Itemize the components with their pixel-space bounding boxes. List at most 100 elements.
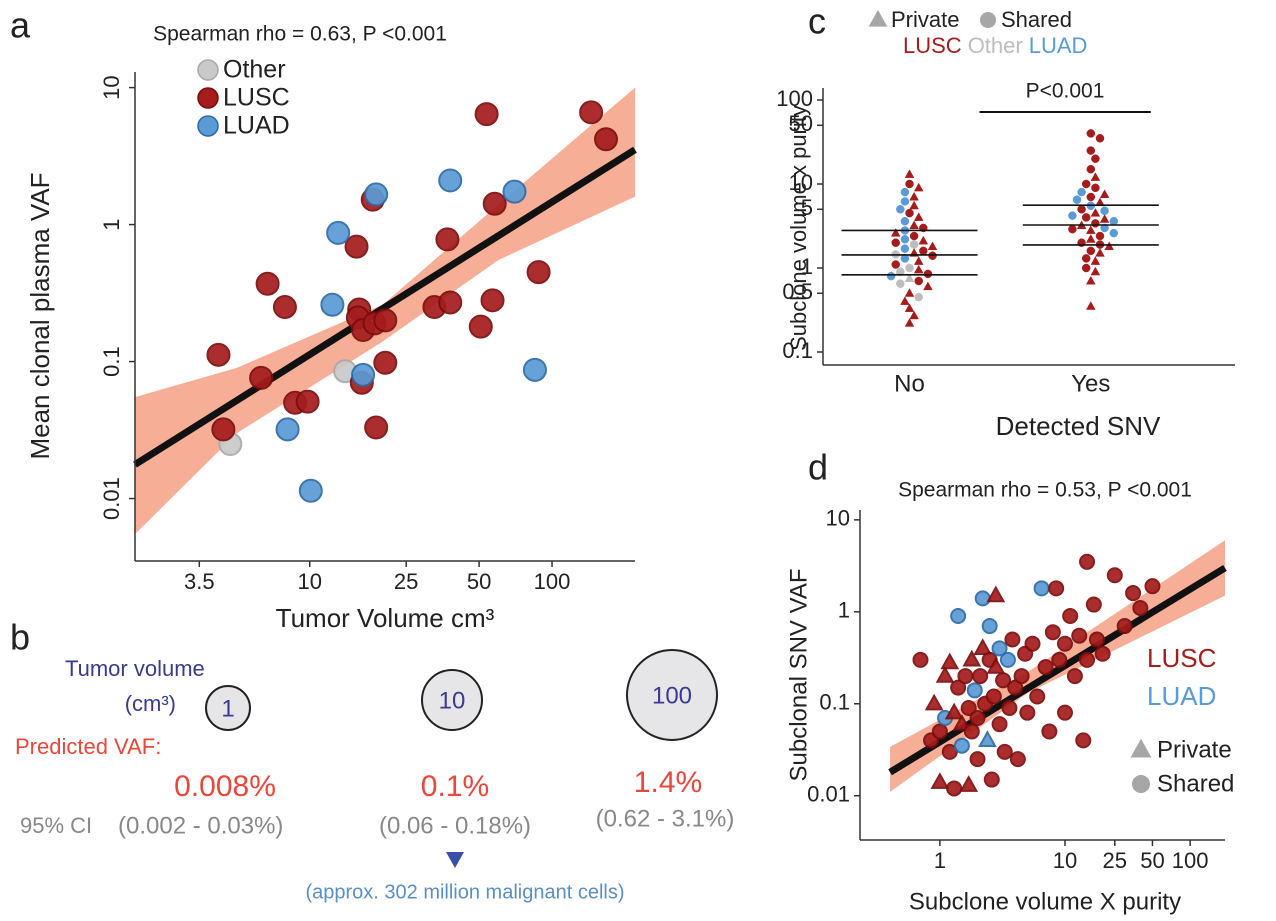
point [1079, 651, 1096, 668]
x-tick-label: 100 [534, 569, 571, 594]
point [1033, 580, 1050, 597]
point [972, 668, 989, 685]
y-tick-label: 0.1 [99, 346, 124, 377]
point [960, 699, 977, 716]
y-tick-label: 0.1 [782, 338, 813, 363]
point-triangle [1104, 241, 1114, 251]
annotation: P<0.001 [1026, 80, 1105, 103]
point [1077, 187, 1086, 197]
point-triangle [935, 665, 955, 683]
predicted-vaf: 0.008% [174, 770, 276, 803]
x-tick-label: No [894, 370, 925, 397]
ci-label: 95% CI [20, 813, 92, 838]
fit-line [133, 146, 637, 468]
volume-unit: (cm³) [125, 691, 176, 716]
point [1091, 219, 1100, 228]
point [1004, 631, 1021, 648]
point [1068, 211, 1077, 220]
point [1081, 179, 1091, 189]
point [1024, 635, 1041, 652]
legend-marker [197, 59, 219, 81]
panel-label: b [10, 617, 30, 658]
point [896, 267, 905, 277]
x-axis-label: Subclone volume X purity [909, 888, 1181, 915]
point [320, 292, 345, 317]
point [468, 314, 493, 339]
point [999, 651, 1016, 668]
point [974, 590, 991, 607]
y-axis-label: Mean clonal plasma VAF [25, 172, 55, 459]
legend-label: Other [223, 56, 286, 84]
point-triangle [890, 228, 901, 237]
ci-range: (0.06 - 0.18%) [379, 812, 531, 839]
point [373, 350, 398, 375]
y-tick-label: 0.01 [99, 477, 124, 520]
point [946, 780, 963, 797]
point-triangle [1099, 214, 1110, 223]
y-tick-label: 10 [789, 170, 813, 195]
point [983, 771, 1000, 788]
panel-label: d [808, 447, 828, 488]
legend-label: LUSC [903, 33, 962, 58]
point [953, 737, 970, 754]
annotation: Spearman rho = 0.63, P <0.001 [153, 23, 447, 46]
point [1041, 723, 1058, 740]
point [1062, 608, 1079, 625]
y-tick-label: 10 [99, 75, 124, 99]
point [502, 179, 527, 204]
point [522, 357, 547, 382]
point [272, 295, 297, 320]
x-tick-label: 50 [467, 569, 491, 594]
y-axis-label: Subclone volume x purity [786, 105, 811, 351]
point [886, 271, 896, 281]
panel-label: a [10, 5, 31, 46]
point [905, 179, 914, 189]
point [909, 231, 919, 241]
color-legend: LUSC Other LUAD [903, 33, 1087, 58]
point-triangle [1090, 266, 1101, 276]
point [1091, 154, 1100, 163]
volume-value: 100 [652, 682, 692, 709]
point [1071, 627, 1088, 644]
point-triangle [978, 730, 997, 747]
point [1075, 732, 1092, 749]
point-triangle [1095, 248, 1105, 257]
legend-label: LUAD [223, 112, 290, 140]
point [1091, 183, 1100, 193]
point [896, 279, 905, 288]
legend-label: Private [891, 7, 959, 32]
point [1072, 195, 1082, 204]
point [526, 260, 551, 285]
point [950, 679, 967, 696]
point [1081, 263, 1091, 273]
point-triangle [913, 256, 924, 265]
point-triangle [1090, 172, 1101, 181]
point-triangle [944, 702, 964, 720]
point [896, 205, 905, 214]
point-triangle [913, 182, 924, 192]
point [912, 651, 929, 668]
ci-range: (0.002 - 0.03%) [118, 812, 283, 839]
point [1125, 585, 1142, 602]
volume-value: 10 [439, 687, 466, 714]
point [593, 127, 618, 152]
point [957, 668, 974, 685]
x-tick-label: 10 [298, 569, 322, 594]
point [1081, 254, 1091, 263]
y-tick-label: 5 [801, 195, 813, 220]
point [1048, 580, 1065, 597]
point [891, 260, 900, 269]
point [891, 238, 900, 247]
point [963, 723, 980, 740]
point [438, 168, 463, 193]
point [275, 417, 300, 442]
point-triangle [1086, 234, 1096, 243]
point [1086, 129, 1096, 138]
point [900, 217, 910, 226]
point-triangle [986, 585, 1006, 603]
point [900, 244, 910, 253]
point [1100, 206, 1109, 216]
point [1051, 651, 1068, 668]
legend-label: LUSC [1147, 643, 1216, 673]
point [435, 227, 460, 252]
